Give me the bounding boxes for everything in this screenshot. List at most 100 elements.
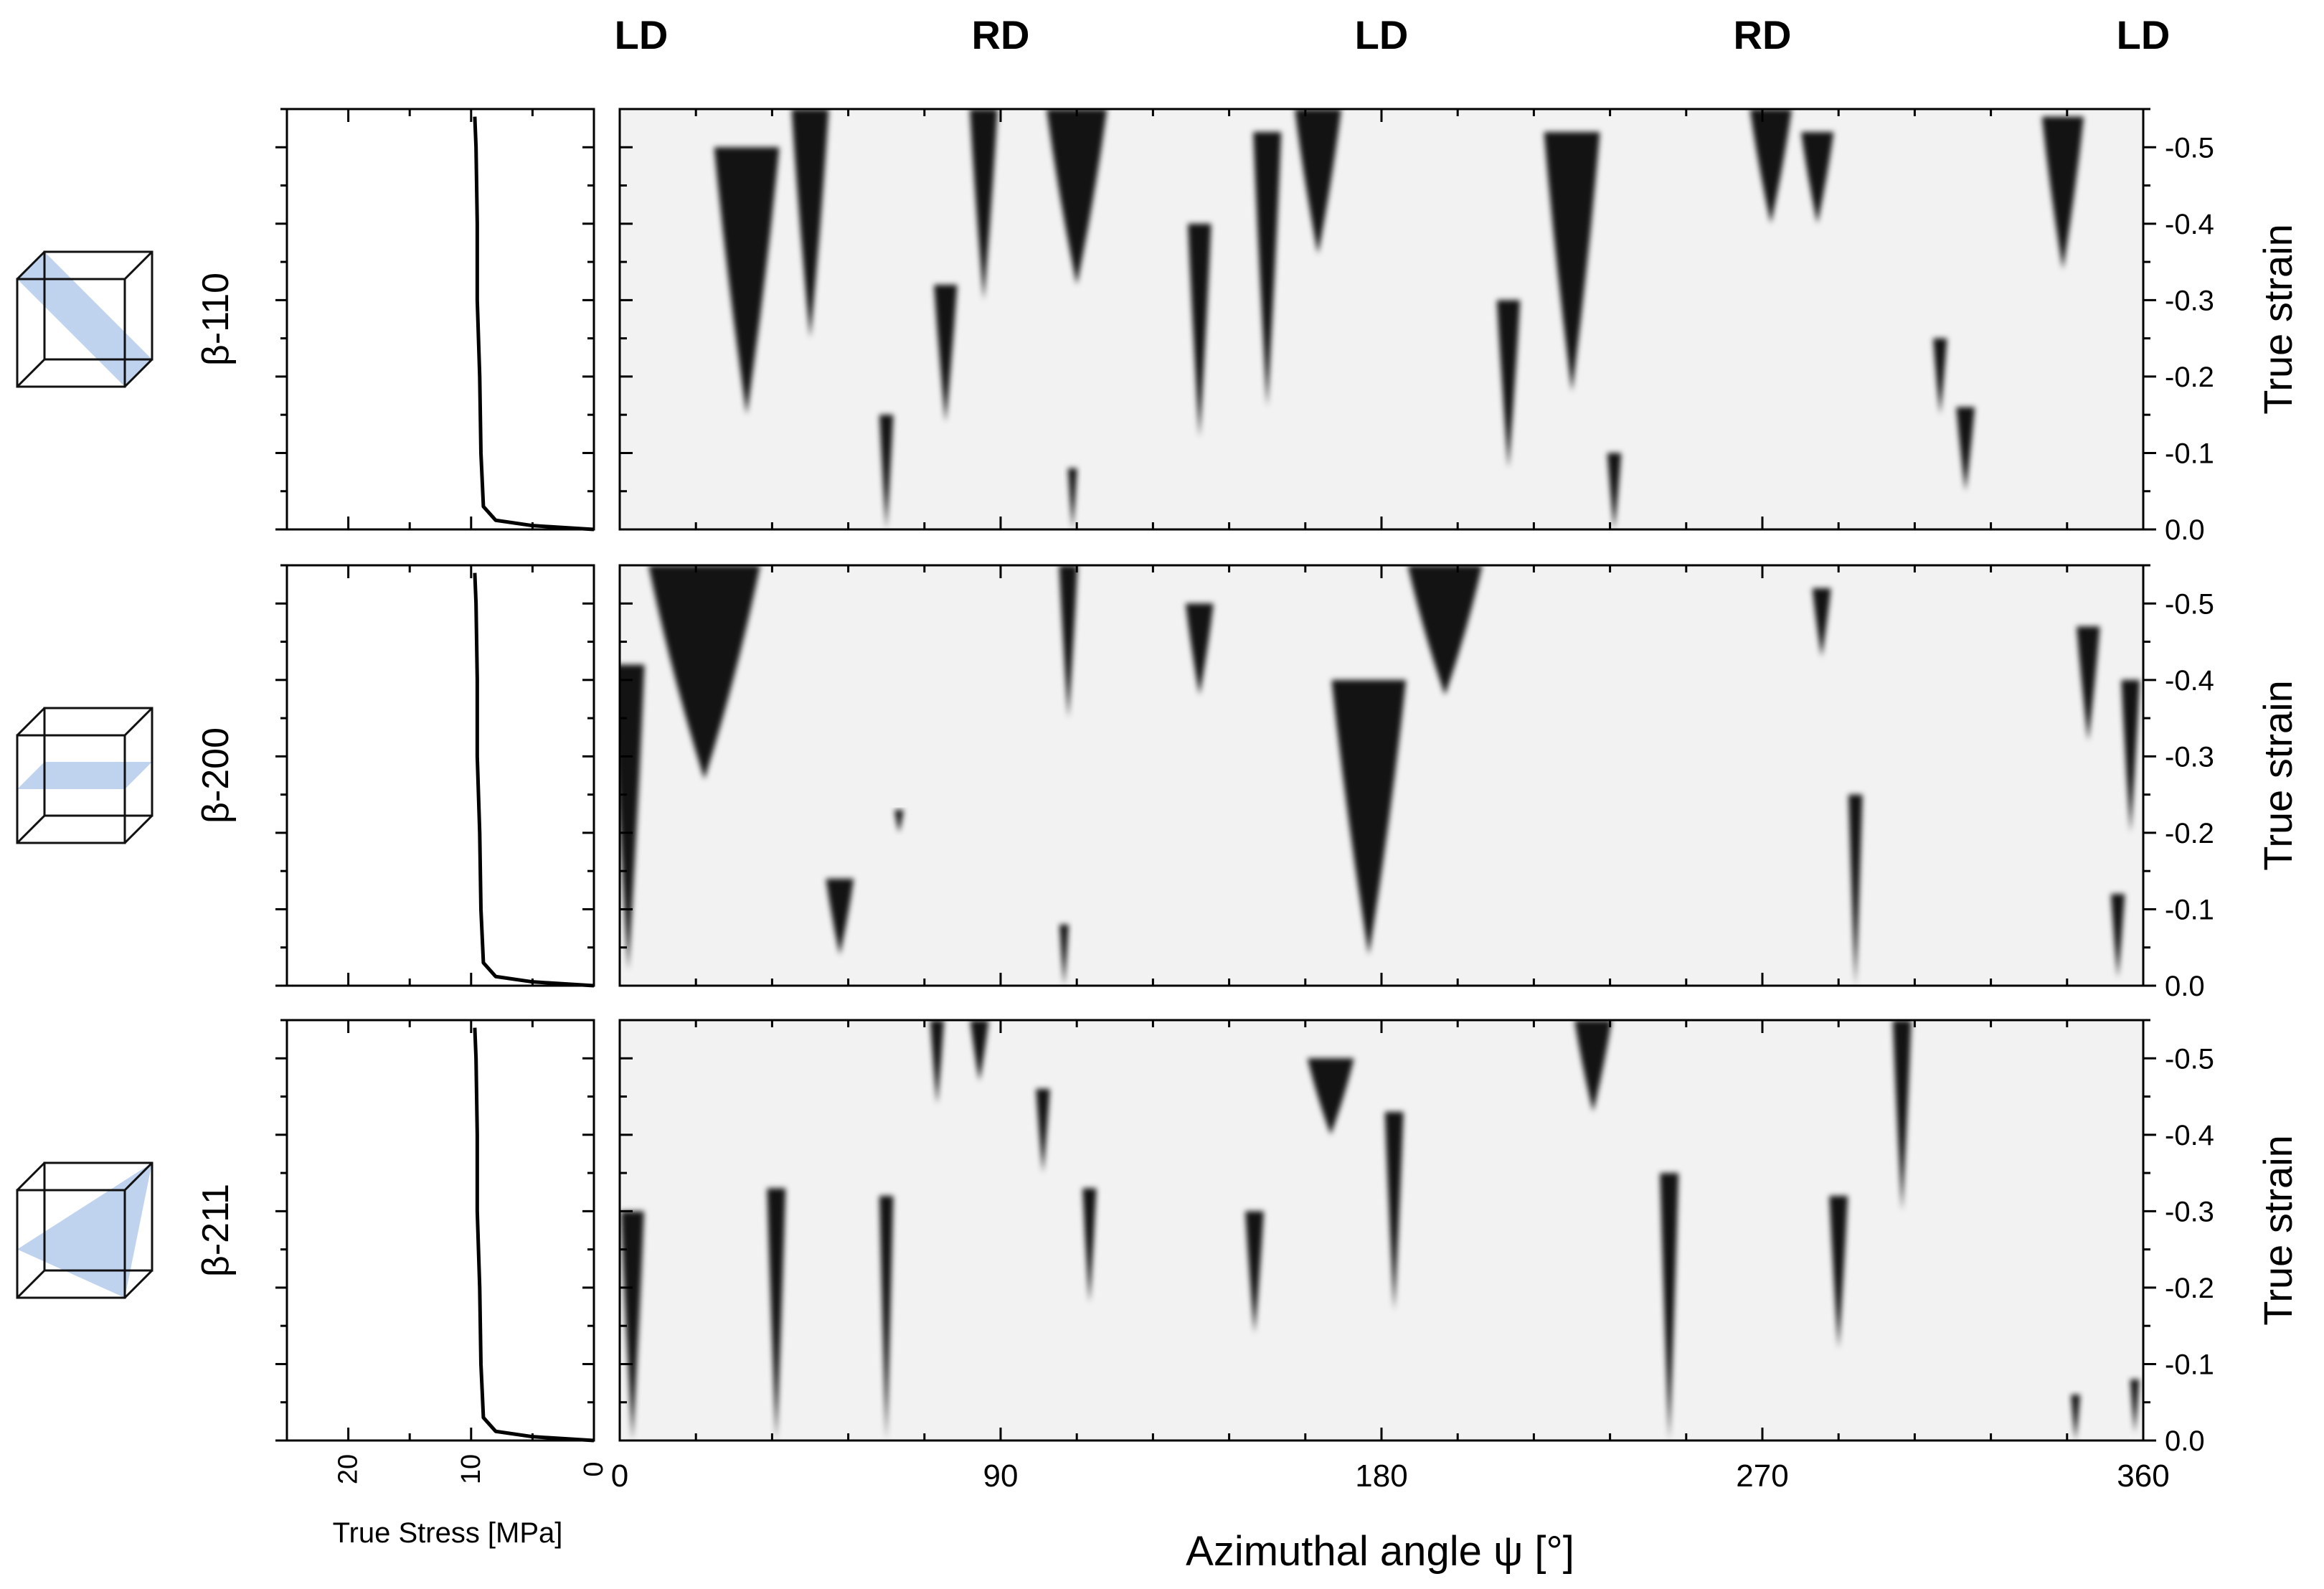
intensity-streak	[1892, 1020, 1912, 1212]
stress-tick-label: 0	[579, 1461, 609, 1476]
panel-label: β-200	[195, 727, 237, 824]
intensity-streak	[826, 878, 854, 956]
orientation-label: RD	[972, 12, 1030, 57]
stress-strain-curve	[473, 116, 595, 532]
cube-front-face	[16, 278, 126, 388]
intensity-streak	[1607, 453, 1622, 529]
strain-tick-label: -0.2	[2165, 1273, 2214, 1304]
intensity-streak	[620, 664, 645, 971]
orientation-label: RD	[1734, 12, 1792, 57]
intensity-streak	[2041, 116, 2084, 270]
stress-plot-frame	[285, 1019, 595, 1442]
intensity-streak	[1059, 924, 1069, 986]
intensity-streak	[894, 809, 904, 833]
heatmap-streaks	[714, 109, 2084, 529]
intensity-streak	[1933, 338, 1947, 415]
intensity-streak	[1574, 1020, 1612, 1112]
intensity-streak	[970, 1020, 989, 1082]
intensity-streak	[1496, 300, 1521, 468]
intensity-streak	[1082, 1188, 1097, 1303]
intensity-streak	[2077, 626, 2100, 742]
strain-tick-label: -0.4	[2165, 209, 2214, 240]
cube-edge	[123, 707, 153, 737]
cube-edge	[16, 1161, 46, 1192]
intensity-streak	[969, 109, 998, 301]
azimuth-tick-label: 270	[1736, 1458, 1788, 1494]
cube-edge	[123, 1269, 153, 1299]
strain-tick-label: -0.1	[2165, 1349, 2214, 1380]
orientation-label: LD	[1355, 12, 1409, 57]
cube-200-plane-icon	[16, 707, 153, 844]
intensity-streak	[714, 147, 780, 415]
cube-edge	[16, 358, 46, 388]
cube-edge	[16, 1269, 46, 1299]
intensity-streak	[1307, 1058, 1354, 1135]
azimuth-tick-label: 360	[2117, 1458, 2169, 1494]
strain-axis-title: True strain	[2255, 680, 2300, 871]
intensity-streak	[2110, 894, 2125, 979]
strain-tick-label: -0.1	[2165, 894, 2214, 925]
intensity-streak	[1829, 1196, 1848, 1349]
stress-strain-curve	[473, 572, 595, 988]
intensity-streak	[791, 109, 829, 339]
strain-tick-label: -0.3	[2165, 741, 2214, 773]
heatmap-background	[620, 109, 2143, 529]
intensity-streak	[1800, 131, 1834, 224]
intensity-streak	[1245, 1211, 1264, 1334]
intensity-streak	[934, 285, 958, 423]
strain-tick-label: -0.5	[2165, 1043, 2214, 1075]
cube-back-face	[43, 250, 153, 361]
azimuth-tick-label: 90	[983, 1458, 1019, 1494]
azimuth-tick-label: 180	[1355, 1458, 1407, 1494]
intensity-streak	[1848, 794, 1863, 986]
azimuth-tick-label: 0	[611, 1458, 628, 1494]
intensity-streak	[648, 565, 760, 780]
strain-tick-label: 0.0	[2165, 514, 2205, 546]
strain-tick-label: -0.3	[2165, 1196, 2214, 1227]
intensity-streak	[1253, 131, 1282, 407]
cube-211-plane-icon	[16, 1161, 153, 1299]
cube-back-face	[43, 1161, 153, 1272]
intensity-streak	[1384, 1111, 1404, 1311]
intensity-streak	[1660, 1173, 1679, 1441]
intensity-streak	[2130, 1379, 2140, 1433]
crystal-plane	[17, 762, 152, 789]
intensity-streak	[879, 1196, 894, 1441]
intensity-streak	[1956, 407, 1975, 491]
stress-axis-title: True Stress [MPa]	[333, 1517, 563, 1549]
stress-tick-label: 20	[334, 1454, 364, 1484]
panel-label: β-110	[195, 273, 237, 366]
intensity-streak	[2121, 679, 2140, 833]
cube-edge	[16, 814, 46, 844]
cube-edge	[16, 707, 46, 737]
strain-axis-title: True strain	[2255, 1135, 2300, 1326]
intensity-streak	[1544, 131, 1600, 392]
orientation-label: LD	[615, 12, 669, 57]
cube-edge	[123, 358, 153, 388]
heatmap-background	[620, 1020, 2143, 1441]
intensity-streak	[2071, 1395, 2081, 1441]
cube-edge	[123, 1161, 153, 1192]
intensity-streak	[1036, 1088, 1050, 1174]
strain-tick-label: -0.4	[2165, 665, 2214, 697]
cube-110-plane-icon	[16, 250, 153, 388]
cube-back-face	[43, 707, 153, 817]
strain-tick-label: 0.0	[2165, 1425, 2205, 1457]
strain-tick-label: -0.4	[2165, 1120, 2214, 1151]
stress-plot-frame	[285, 108, 595, 531]
strain-tick-label: -0.3	[2165, 285, 2214, 316]
strain-tick-label: -0.1	[2165, 438, 2214, 469]
intensity-streak	[1407, 565, 1483, 696]
strain-tick-label: -0.2	[2165, 818, 2214, 849]
stress-strain-curve	[473, 1027, 595, 1443]
intensity-streak	[1067, 468, 1077, 529]
panel-label: β-211	[195, 1184, 237, 1277]
crystal-plane	[17, 1163, 152, 1298]
intensity-streak	[1331, 679, 1407, 956]
strain-tick-label: 0.0	[2165, 971, 2205, 1002]
cube-front-face	[16, 734, 126, 844]
stress-plot-frame	[285, 564, 595, 987]
cube-front-face	[16, 1189, 126, 1299]
orientation-label: LD	[2117, 12, 2171, 57]
